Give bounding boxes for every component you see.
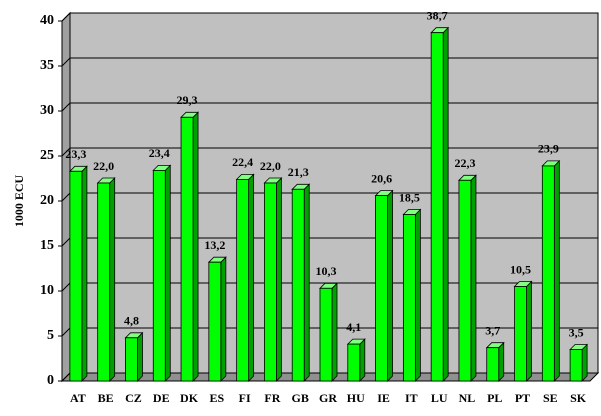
value-label: 20,6 <box>371 171 392 185</box>
y-tick-label: 25 <box>40 148 54 163</box>
value-label: 29,3 <box>177 93 198 107</box>
x-tick-label: HU <box>347 391 365 405</box>
bar-side <box>526 280 532 382</box>
bar <box>430 32 444 382</box>
grid-line <box>61 12 598 22</box>
bar-side <box>220 256 227 382</box>
grid-line <box>61 57 598 67</box>
value-label: 10,5 <box>510 262 531 276</box>
bar-side <box>498 341 505 382</box>
x-tick-label: PL <box>487 391 502 405</box>
value-label: 10,3 <box>316 264 337 278</box>
y-tick-label: 5 <box>47 328 54 343</box>
bar-side <box>581 343 588 382</box>
bar <box>152 169 166 382</box>
x-tick-label: AT <box>70 391 86 405</box>
y-tick-label: 15 <box>40 238 54 253</box>
bar <box>486 347 500 382</box>
x-tick-label: DK <box>180 391 199 405</box>
bar-side <box>414 208 421 382</box>
bar-side <box>81 165 88 382</box>
bar <box>125 337 138 382</box>
x-tick-label: CZ <box>125 391 142 405</box>
bar-side <box>442 26 449 382</box>
y-tick-label: 30 <box>40 103 54 118</box>
value-label: 18,5 <box>399 190 420 204</box>
grid-line <box>61 102 598 112</box>
x-tick-label: PT <box>515 391 530 405</box>
x-tick-label: SE <box>543 391 558 405</box>
bar-side <box>359 338 366 382</box>
y-tick-label: 20 <box>40 193 54 208</box>
bar <box>208 261 222 382</box>
x-tick-label: GR <box>319 391 337 405</box>
bar <box>569 349 583 382</box>
value-label: 22,3 <box>454 156 475 170</box>
bar-side <box>553 159 560 382</box>
value-label: 38,7 <box>427 8 448 22</box>
bar-side <box>109 177 116 382</box>
value-label: 22,0 <box>93 159 114 173</box>
x-tick-label: NL <box>459 391 476 405</box>
value-label: 23,9 <box>538 142 559 156</box>
y-tick-label: 0 <box>47 373 54 388</box>
bar-side <box>303 183 310 382</box>
bar <box>236 178 250 382</box>
x-tick-label: IE <box>377 391 390 405</box>
bar <box>97 182 111 382</box>
bar <box>347 343 361 382</box>
x-tick-label: FI <box>239 391 251 405</box>
x-tick-label: SK <box>570 391 587 405</box>
value-label: 13,2 <box>204 238 225 252</box>
grid-line <box>61 147 598 157</box>
bar-side <box>248 173 255 382</box>
value-label: 22,4 <box>232 155 253 169</box>
value-label: 23,3 <box>65 147 86 161</box>
bar <box>375 195 388 382</box>
y-tick-label: 40 <box>40 13 54 28</box>
x-tick-label: IT <box>405 391 418 405</box>
x-tick-label: FR <box>264 391 280 405</box>
bar-side <box>387 189 393 382</box>
bar <box>180 116 194 382</box>
bar <box>291 188 305 382</box>
bar-side <box>331 282 338 382</box>
value-label: 23,4 <box>149 146 170 160</box>
x-tick-label: BE <box>98 391 114 405</box>
value-label: 3,7 <box>485 323 500 337</box>
y-axis-title: 1000 ECU <box>12 175 26 228</box>
x-tick-label: LU <box>431 391 448 405</box>
x-tick-label: GB <box>292 391 309 405</box>
bar <box>458 179 472 382</box>
value-label: 3,5 <box>569 325 584 339</box>
bar-side <box>276 177 282 382</box>
bar-side <box>137 331 143 382</box>
value-label: 22,0 <box>260 159 281 173</box>
bar-side <box>164 164 171 382</box>
y-tick-label: 35 <box>40 58 54 73</box>
bar <box>541 165 555 382</box>
bar <box>69 170 83 382</box>
bar <box>264 182 277 382</box>
bar <box>514 286 527 382</box>
bar <box>319 287 333 382</box>
value-label: 4,1 <box>346 320 361 334</box>
x-tick-label: DE <box>153 391 170 405</box>
value-label: 21,3 <box>288 165 309 179</box>
y-tick-label: 10 <box>40 283 54 298</box>
value-label: 4,8 <box>124 314 139 328</box>
bar-side <box>470 174 477 382</box>
bar <box>402 214 416 382</box>
x-tick-label: ES <box>209 391 224 405</box>
bar-side <box>192 111 199 382</box>
